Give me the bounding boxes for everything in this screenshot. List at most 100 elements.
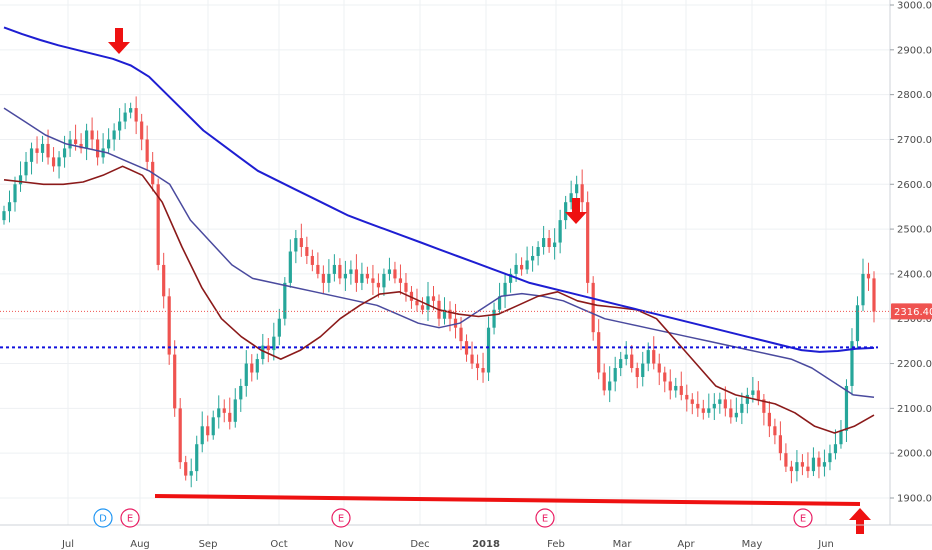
candle-body [24, 161, 28, 176]
candle-body [619, 359, 623, 369]
candle-body [762, 399, 766, 413]
event-letter: D [99, 514, 107, 525]
candle-body [624, 354, 628, 360]
candle-body [184, 462, 188, 476]
candle-body [206, 426, 210, 436]
candle-body [652, 350, 656, 364]
x-axis: Jul Aug Sep Oct Nov Dec 2018 Feb Mar Apr May Jun [0, 524, 932, 550]
candle-body [778, 435, 782, 454]
event-letter: E [338, 514, 344, 525]
candle-body [46, 143, 50, 158]
candle-body [734, 412, 738, 418]
candle-body [481, 368, 485, 373]
candle-body [591, 282, 595, 333]
candle-body [795, 462, 799, 472]
x-tick-label: Apr [677, 539, 695, 550]
up-arrow-icon [849, 508, 871, 534]
candle-body [129, 108, 133, 113]
candle-body [448, 309, 452, 319]
x-tick-label: Nov [334, 539, 354, 550]
candle-body [602, 372, 606, 391]
candle-body [96, 139, 100, 158]
candle-body [519, 264, 524, 270]
candle-body [542, 238, 546, 248]
event-circle [331, 508, 351, 528]
y-tick-label: 2500.00 [897, 225, 932, 236]
event-letter: E [800, 514, 806, 525]
candle-body [833, 444, 838, 454]
candle-body [470, 354, 474, 364]
candle-body [492, 309, 496, 328]
ma-short-line [3, 165, 875, 434]
ma-long-line [3, 26, 875, 353]
candle-body [294, 238, 298, 252]
candle-body [855, 305, 860, 342]
candle-body [239, 385, 243, 400]
candle-body [112, 130, 116, 140]
candle-body [387, 269, 392, 274]
event-marker-e[interactable]: E [535, 508, 555, 528]
candle-body [712, 403, 716, 409]
y-tick-label: 2900.00 [897, 45, 932, 56]
candle-body [696, 403, 700, 409]
candle-body [332, 264, 336, 274]
event-marker-e[interactable]: E [120, 508, 140, 528]
candle-body [536, 247, 540, 256]
candle-body [343, 273, 347, 279]
candle-body [211, 417, 215, 436]
candle-body [217, 408, 221, 418]
support-red-line [154, 494, 861, 506]
candle-body [569, 193, 573, 203]
candle-body [866, 273, 871, 279]
candle-body [321, 273, 325, 283]
candle-body [68, 139, 72, 149]
candle-body [118, 121, 122, 131]
candle-body [431, 296, 436, 301]
candle-body [547, 238, 551, 248]
candle-body [420, 305, 425, 310]
ma-mid-line [3, 107, 875, 398]
candle-body [40, 143, 45, 153]
candle-body [228, 412, 232, 422]
candle-body [57, 157, 61, 167]
y-tick-label: 2400.00 [897, 269, 932, 280]
candle-body [872, 278, 876, 312]
candle-body [156, 184, 160, 265]
event-marker-e[interactable]: E [331, 508, 351, 528]
candle-body [514, 264, 518, 274]
candle-body [200, 426, 204, 445]
candle-body [503, 282, 507, 297]
x-tick-label: May [742, 539, 763, 550]
candle-body [861, 273, 865, 306]
y-tick-label: 3000.00 [897, 1, 932, 12]
y-tick-label: 2200.00 [897, 359, 932, 370]
candle-body [62, 148, 67, 158]
candle-body [18, 175, 23, 185]
candle-body [51, 157, 56, 167]
candle-body [162, 264, 166, 297]
candle-body [233, 399, 237, 422]
candle-body [409, 291, 414, 301]
candle-body [525, 260, 529, 270]
candle-body [371, 278, 375, 283]
event-marker-e[interactable]: E [793, 508, 813, 528]
candle-body [13, 184, 17, 203]
candle-body [73, 139, 78, 144]
candle-body [729, 408, 733, 418]
candle-body [272, 336, 276, 351]
candle-body [29, 148, 34, 162]
y-axis: 3000.00 2900.00 2800.00 2700.00 2600.00 2500.… [889, 0, 932, 525]
candle-body [101, 148, 105, 158]
event-circle [120, 508, 140, 528]
candle-body [751, 390, 755, 395]
candle-body [261, 345, 265, 360]
candle-body [767, 412, 771, 427]
candle-body [244, 363, 248, 386]
candle-body [107, 139, 111, 149]
event-marker-d[interactable]: D [93, 508, 113, 528]
candle-body [839, 430, 843, 445]
x-tick-label: Dec [410, 539, 429, 550]
candle-body [508, 273, 513, 283]
